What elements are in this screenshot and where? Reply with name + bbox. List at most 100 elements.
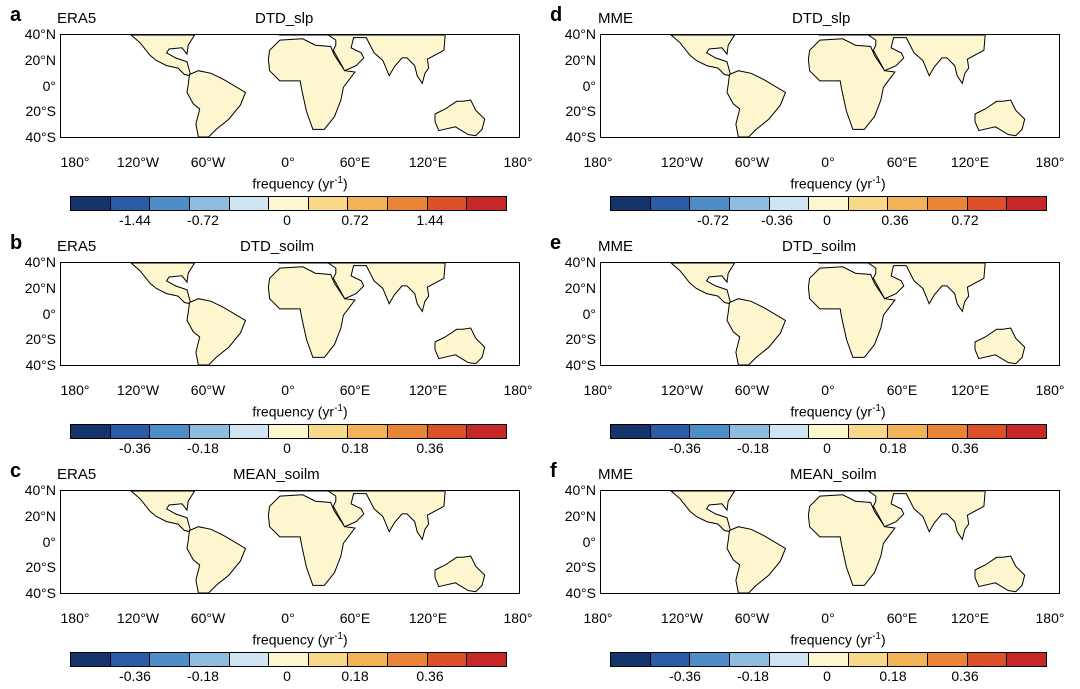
lon-label: 120°W [116, 154, 160, 170]
lon-label: 60°E [886, 610, 918, 626]
map-canvas [670, 35, 1026, 137]
colorbar-bin [611, 653, 651, 666]
lat-label: 40°S [25, 357, 56, 373]
panel-title: DTD_slp [792, 10, 851, 27]
colorbar-tick: -0.36 [761, 212, 793, 228]
landmass-eu [818, 35, 986, 85]
colorbar [70, 196, 507, 211]
colorbar-bin [809, 425, 849, 438]
lat-label: 40°S [25, 585, 56, 601]
lon-label: 60°W [734, 154, 770, 170]
colorbar-bin [888, 425, 929, 438]
lon-label: 0° [821, 610, 835, 626]
colorbar-tick: 0.72 [341, 212, 369, 228]
lon-label: 60°W [190, 154, 226, 170]
panel-letter: a [10, 4, 22, 26]
landmass-sa [726, 298, 787, 365]
colorbar-tick: 0 [823, 440, 831, 456]
lon-label: 180° [1035, 610, 1065, 626]
colorbar-bin [467, 653, 507, 666]
landmass-na [670, 35, 736, 77]
colorbar-axis-label: frequency (yr-1) [790, 403, 886, 420]
colorbar-bin [110, 425, 151, 438]
panel-letter: d [550, 4, 563, 26]
lon-label: 120°E [408, 382, 448, 398]
map-plot [600, 34, 1060, 138]
lon-label: 60°E [886, 382, 918, 398]
lon-label: 120°W [116, 382, 160, 398]
colorbar-bin [348, 653, 389, 666]
colorbar-bin [729, 653, 770, 666]
colorbar-bin [928, 653, 968, 666]
colorbar-bin [650, 653, 691, 666]
panel-title: DTD_slp [255, 10, 314, 27]
colorbar-bin [189, 653, 230, 666]
colorbar-tick: 1.44 [416, 212, 444, 228]
colorbar-bin [71, 197, 111, 210]
colorbar-bin [388, 197, 428, 210]
colorbar-tick: 0.18 [341, 440, 369, 456]
panel-title: DTD_soilm [782, 238, 857, 255]
colorbar-bin [650, 197, 691, 210]
colorbar-bin [690, 653, 730, 666]
colorbar-bin [229, 653, 270, 666]
lat-label: 0° [42, 306, 56, 322]
landmass-af [807, 38, 896, 130]
panel-letter: b [10, 232, 23, 254]
lon-label: 180° [1035, 382, 1065, 398]
lat-label: 20°N [24, 280, 56, 296]
panel-b: b ERA5 DTD_soilm 40°N 20°N 0° 20°S 40°S … [0, 228, 540, 457]
landmass-au [974, 555, 1026, 593]
colorbar-tick: 0.36 [951, 440, 979, 456]
colorbar-bin [888, 653, 929, 666]
colorbar-bin [729, 197, 770, 210]
colorbar-bin [848, 197, 889, 210]
colorbar-axis-label: frequency (yr-1) [252, 403, 348, 420]
map-canvas [130, 491, 486, 593]
landmass-af [267, 494, 356, 586]
colorbar-bin [769, 425, 810, 438]
landmass-au [974, 99, 1026, 137]
colorbar-bin [809, 653, 849, 666]
colorbar-bin [1007, 425, 1047, 438]
landmass-na [130, 35, 196, 77]
colorbar-bin [650, 425, 691, 438]
colorbar-tick: 0.72 [951, 212, 979, 228]
lat-label: 40°N [24, 26, 56, 42]
landmass-na [130, 491, 196, 533]
colorbar-tick: -1.44 [119, 212, 151, 228]
colorbar-bin [967, 197, 1008, 210]
lon-label: 60°W [734, 382, 770, 398]
lat-label: 40°N [24, 482, 56, 498]
lon-label: 60°W [190, 382, 226, 398]
lon-label: 0° [281, 610, 295, 626]
colorbar-bin [269, 197, 309, 210]
colorbar-bin [1007, 653, 1047, 666]
lat-label: 40°S [565, 357, 596, 373]
lat-label: 40°S [25, 129, 56, 145]
colorbar-bin [690, 425, 730, 438]
colorbar-bin [967, 653, 1008, 666]
dataset-label: ERA5 [57, 466, 97, 483]
landmass-au [434, 99, 486, 137]
lon-label: 120°E [408, 154, 448, 170]
lat-label: 20°S [565, 559, 596, 575]
colorbar-tick: -0.18 [187, 668, 219, 684]
colorbar-bin [348, 425, 389, 438]
landmass-sa [186, 70, 247, 137]
lat-label: 40°S [565, 129, 596, 145]
colorbar [70, 652, 507, 667]
colorbar-bin [928, 197, 968, 210]
dataset-label: MME [598, 466, 633, 483]
colorbar-bin [189, 425, 230, 438]
lon-label: 180° [503, 382, 533, 398]
landmass-sa [726, 526, 787, 593]
lat-label: 20°N [24, 508, 56, 524]
landmass-sa [726, 70, 787, 137]
colorbar-bin [269, 425, 309, 438]
lon-label: 180° [583, 610, 613, 626]
colorbar-bin [388, 653, 428, 666]
lon-label: 60°E [339, 610, 371, 626]
lat-label: 40°N [564, 254, 596, 270]
colorbar-bin [150, 653, 190, 666]
